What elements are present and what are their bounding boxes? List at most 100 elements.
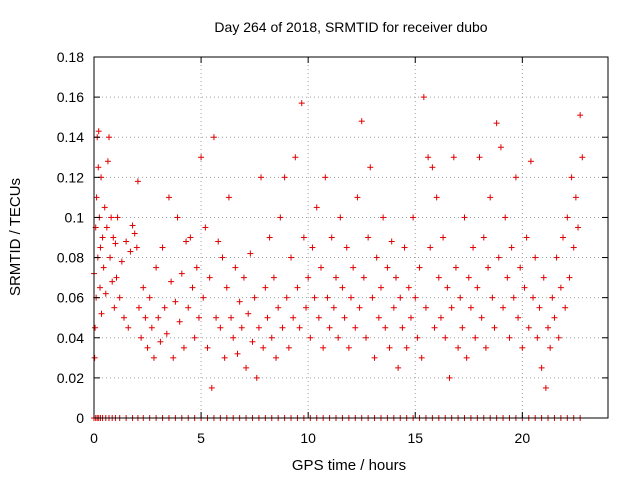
data-point <box>140 284 147 291</box>
data-point <box>189 284 196 291</box>
y-axis-label: SRMTID / TECUs <box>7 178 24 296</box>
data-point <box>566 274 573 281</box>
data-point <box>452 264 459 271</box>
data-point <box>223 284 230 291</box>
data-point <box>442 334 449 341</box>
data-point <box>538 364 545 371</box>
data-point <box>395 364 402 371</box>
data-point <box>478 314 485 321</box>
data-point <box>429 164 436 171</box>
data-point <box>245 310 252 317</box>
data-point <box>217 324 224 331</box>
data-point <box>380 214 387 221</box>
data-point <box>472 334 479 341</box>
data-point <box>178 270 185 277</box>
data-point <box>407 314 414 321</box>
data-point <box>369 294 376 301</box>
y-tick-label: 0 <box>76 410 84 426</box>
data-point <box>330 304 337 311</box>
data-point <box>114 214 121 221</box>
data-point <box>525 324 532 331</box>
data-point <box>277 214 284 221</box>
data-point <box>403 344 410 351</box>
data-point <box>440 234 447 241</box>
data-point <box>491 324 498 331</box>
data-point <box>485 264 492 271</box>
data-point <box>358 118 365 125</box>
data-point <box>113 274 120 281</box>
data-point <box>101 204 108 211</box>
data-point <box>568 174 575 181</box>
data-point <box>527 158 534 165</box>
data-point <box>191 334 198 341</box>
y-tick-label: 0.06 <box>57 290 84 306</box>
data-point <box>446 374 453 381</box>
data-point <box>435 274 442 281</box>
data-point <box>386 344 393 351</box>
data-point <box>185 304 192 311</box>
data-point <box>493 120 500 127</box>
data-point <box>333 274 340 281</box>
data-point <box>144 344 151 351</box>
data-point <box>397 294 404 301</box>
data-point <box>105 134 112 141</box>
data-point <box>540 274 547 281</box>
data-point <box>416 264 423 271</box>
data-point <box>210 134 217 141</box>
data-point <box>356 304 363 311</box>
data-point <box>470 244 477 251</box>
data-point <box>135 304 142 311</box>
data-point <box>102 290 109 297</box>
data-point <box>373 254 380 261</box>
data-point <box>300 234 307 241</box>
data-point <box>335 334 342 341</box>
plot-frame <box>93 56 609 419</box>
data-point <box>134 178 141 185</box>
data-point <box>91 354 98 361</box>
data-point <box>183 238 190 245</box>
data-point <box>354 194 361 201</box>
data-point <box>459 324 466 331</box>
data-point <box>480 234 487 241</box>
data-point <box>243 364 250 371</box>
y-tick-label: 0.08 <box>57 250 84 266</box>
data-point <box>352 324 359 331</box>
x-tick-label: 0 <box>90 430 98 446</box>
data-point <box>390 304 397 311</box>
data-point <box>138 334 145 341</box>
data-point <box>532 254 539 261</box>
data-point <box>337 214 344 221</box>
data-point <box>230 334 237 341</box>
data-point <box>377 284 384 291</box>
data-point <box>281 174 288 181</box>
data-point <box>99 234 106 241</box>
data-point <box>318 264 325 271</box>
data-point <box>313 204 320 211</box>
data-point <box>360 274 367 281</box>
data-point <box>110 234 117 241</box>
data-point <box>264 314 271 321</box>
data-point <box>279 324 286 331</box>
data-point <box>159 244 166 251</box>
data-point <box>221 354 228 361</box>
data-point <box>298 100 305 107</box>
data-point <box>465 274 472 281</box>
data-point <box>228 314 235 321</box>
data-point <box>266 234 273 241</box>
data-point <box>232 264 239 271</box>
y-tick-label: 0.02 <box>57 370 84 386</box>
data-point <box>461 214 468 221</box>
data-point <box>328 234 335 241</box>
data-point <box>495 254 502 261</box>
data-point <box>125 324 132 331</box>
data-point <box>450 154 457 161</box>
data-point <box>365 234 372 241</box>
data-point <box>255 324 262 331</box>
data-point <box>262 284 269 291</box>
data-point <box>98 310 105 317</box>
data-point <box>163 330 170 337</box>
data-point <box>311 294 318 301</box>
data-point <box>487 194 494 201</box>
data-point <box>120 314 127 321</box>
